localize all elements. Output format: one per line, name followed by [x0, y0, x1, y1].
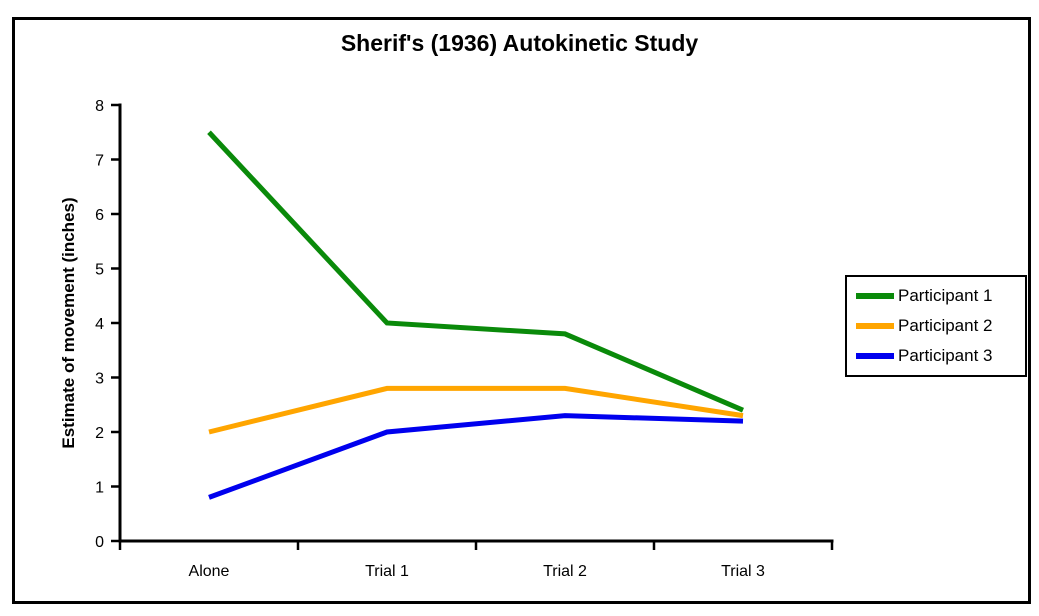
x-tick-label: Alone [189, 563, 230, 580]
y-axis-title: Estimate of movement (inches) [59, 197, 78, 449]
series-line-participant-2 [208, 385, 744, 435]
y-tick-label: 6 [95, 207, 104, 224]
legend-row-participant-2: Participant 2 [856, 316, 1025, 336]
series-line-participant-1 [207, 130, 744, 413]
series-line-participant-3 [208, 413, 744, 500]
legend-swatch-participant-2 [856, 323, 894, 329]
x-tick-label: Trial 2 [543, 563, 587, 580]
axes [118, 103, 834, 543]
legend-label-participant-2: Participant 2 [898, 316, 993, 335]
y-tick-label: 0 [95, 534, 104, 551]
legend-swatch-participant-3 [856, 353, 894, 359]
chart-title: Sherif's (1936) Autokinetic Study [340, 30, 699, 56]
y-tick-label: 4 [95, 316, 104, 333]
x-tick-label: Trial 1 [365, 563, 409, 580]
legend-label-participant-1: Participant 1 [898, 286, 993, 305]
legend-row-participant-3: Participant 3 [856, 346, 1025, 366]
x-tick-label: Trial 3 [721, 563, 765, 580]
y-tick-label: 2 [95, 425, 104, 442]
y-tick-label: 5 [95, 262, 104, 279]
y-tick-label: 8 [95, 98, 104, 115]
legend-swatch-participant-1 [856, 293, 894, 299]
y-tick-label: 3 [95, 371, 104, 388]
y-tick-label: 1 [95, 480, 104, 497]
legend-row-participant-1: Participant 1 [856, 286, 1025, 306]
y-tick-label: 7 [95, 153, 104, 170]
legend: Participant 1 Participant 2 Participant 3 [845, 275, 1027, 377]
legend-label-participant-3: Participant 3 [898, 346, 993, 365]
